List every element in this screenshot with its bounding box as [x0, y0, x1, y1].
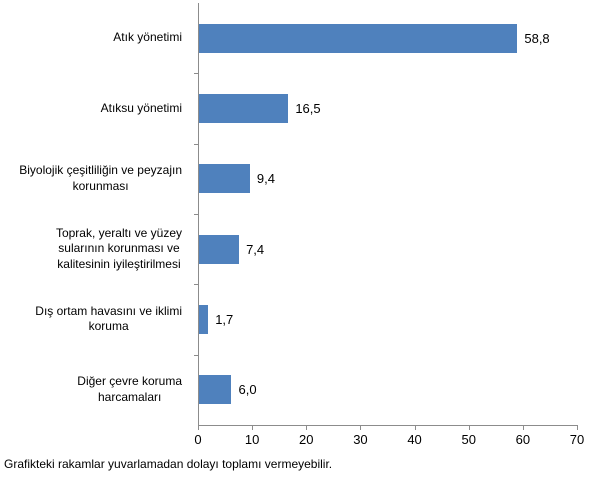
value-label: 58,8 — [524, 30, 550, 46]
x-tick-label: 20 — [299, 432, 314, 447]
category-cell: Biyolojik çeşitliliğin ve peyzajın korun… — [0, 144, 190, 214]
bar-row: 1,7 — [199, 284, 578, 354]
bar-row: 9,4 — [199, 144, 578, 214]
bar — [199, 304, 209, 334]
category-cell: Atık yönetimi — [0, 3, 190, 73]
category-label: Biyolojik çeşitliliğin ve peyzajın korun… — [19, 163, 182, 193]
category-cell: Toprak, yeraltı ve yüzey sularının korun… — [0, 214, 190, 284]
value-label: 1,7 — [215, 311, 234, 327]
bar — [199, 375, 232, 405]
x-tick-mark — [198, 426, 199, 430]
category-label: Atık yönetimi — [113, 30, 182, 45]
category-axis: Atık yönetimi Atıksu yönetimi Biyolojik çe… — [0, 3, 190, 425]
x-tick-mark — [468, 426, 470, 430]
bar — [199, 23, 518, 53]
y-tick-mark — [194, 73, 198, 75]
y-tick-mark — [194, 354, 198, 356]
bar — [199, 234, 240, 264]
y-tick-mark — [194, 214, 198, 215]
y-tick-mark — [194, 284, 198, 286]
x-tick-label: 70 — [569, 432, 585, 447]
value-label: 7,4 — [246, 241, 265, 257]
value-label: 16,5 — [295, 100, 321, 116]
category-label: Dış ortam havasını ve iklimi koruma — [35, 303, 182, 334]
bar — [199, 93, 289, 123]
x-axis: 0 10 20 30 40 50 60 70 — [194, 426, 584, 450]
category-cell: Dış ortam havasını ve iklimi koruma — [0, 284, 190, 354]
x-tick-label: 60 — [515, 432, 531, 447]
y-axis-ticks — [194, 3, 198, 425]
plot-area: 58,8 16,5 9,4 7,4 1,7 6,0 — [198, 3, 578, 426]
category-label: Diğer çevre koruma harcamaları — [77, 374, 182, 404]
x-tick-label: 40 — [407, 432, 422, 447]
x-tick-mark — [360, 426, 362, 430]
bar — [199, 164, 250, 194]
bar-row: 16,5 — [199, 73, 578, 143]
x-tick-label: 50 — [461, 432, 476, 447]
bar-row: 7,4 — [199, 214, 578, 284]
x-tick-mark — [522, 426, 524, 430]
x-tick-mark — [252, 426, 254, 430]
bar-row: 6,0 — [199, 355, 578, 425]
x-tick-label: 30 — [353, 432, 368, 447]
x-tick-mark — [306, 426, 308, 430]
x-tick-label: 10 — [244, 432, 260, 447]
bar-row: 58,8 — [199, 3, 578, 73]
x-tick-label: 0 — [194, 432, 202, 447]
value-label: 9,4 — [256, 171, 275, 187]
value-label: 6,0 — [238, 382, 257, 398]
category-label: Atıksu yönetimi — [100, 100, 182, 115]
y-tick-mark — [194, 143, 198, 145]
category-cell: Diğer çevre koruma harcamaları — [0, 355, 190, 425]
category-label: Toprak, yeraltı ve yüzey sularının korun… — [55, 225, 182, 271]
category-cell: Atıksu yönetimi — [0, 73, 190, 143]
chart-footnote: Grafikteki rakamlar yuvarlamadan dolayı … — [4, 457, 333, 471]
x-tick-mark — [414, 426, 416, 430]
x-tick-mark — [577, 426, 578, 430]
